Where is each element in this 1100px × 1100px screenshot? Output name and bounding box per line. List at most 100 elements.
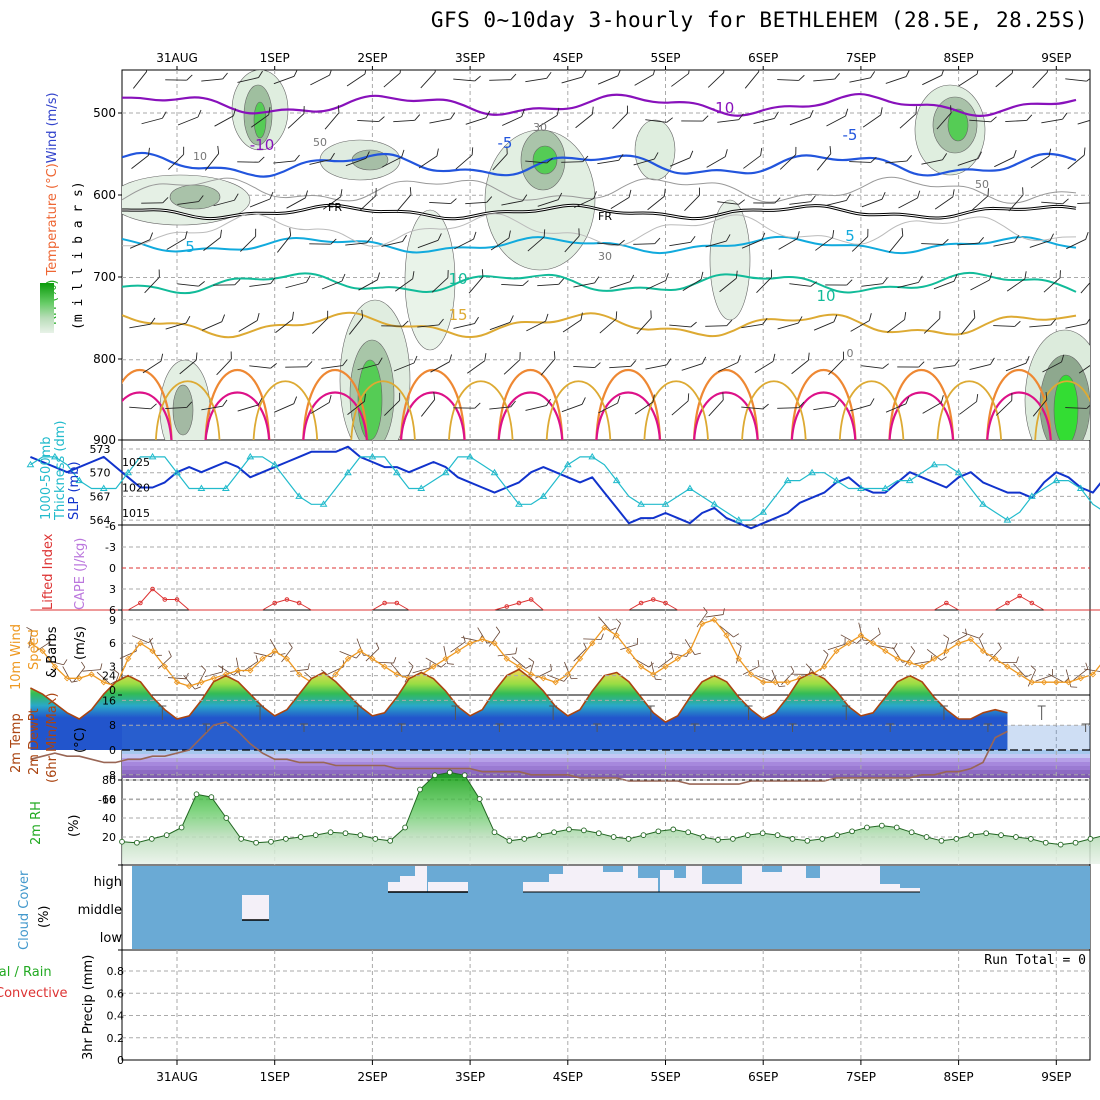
barb-flag xyxy=(293,70,298,77)
lifted-marker xyxy=(663,600,668,606)
barb-flag xyxy=(617,70,622,76)
barb-staff xyxy=(253,652,272,658)
thickness-marker xyxy=(26,460,35,468)
barb-staff xyxy=(461,636,479,642)
barb-flag xyxy=(150,317,156,325)
wind-barb xyxy=(166,230,188,250)
wind-barb xyxy=(324,105,340,130)
barb-staff xyxy=(609,365,631,369)
thickness-marker xyxy=(173,468,181,476)
cloud-block xyxy=(563,866,603,892)
max-marker xyxy=(646,705,655,720)
barb-staff xyxy=(1065,78,1087,82)
barb-staff xyxy=(962,631,980,639)
surface-wind-barb xyxy=(904,645,916,667)
wind-barb xyxy=(921,238,949,245)
date-label-top: 5SEP xyxy=(650,51,680,65)
wind-barb xyxy=(129,403,157,410)
barb-flag xyxy=(556,107,560,116)
barb-flag xyxy=(294,154,300,162)
wind-barb xyxy=(1030,148,1052,169)
barb-flag xyxy=(1086,76,1090,82)
barb-flag xyxy=(626,105,628,114)
rh-tick-label: 20 xyxy=(102,831,116,844)
barb-flag xyxy=(1062,112,1068,120)
thickness-marker xyxy=(221,484,230,491)
barb-flag xyxy=(221,665,224,672)
wind-barb xyxy=(420,70,436,89)
barb-staff xyxy=(885,76,907,84)
lifted-marker xyxy=(1017,593,1022,599)
barb-staff xyxy=(323,196,341,210)
barb-staff xyxy=(1078,360,1090,374)
lifted-label: Lifted Index xyxy=(41,533,56,610)
cloud-block xyxy=(900,888,920,892)
cloud-block xyxy=(674,878,686,892)
barb-flag xyxy=(953,274,958,282)
barb-flag xyxy=(545,313,549,322)
wind-speed-marker xyxy=(1016,671,1023,678)
cloud-block xyxy=(880,884,900,892)
wind-speed-marker xyxy=(234,667,242,674)
wind-speed-marker xyxy=(1004,663,1011,670)
wind-barb xyxy=(885,70,910,84)
wind-speed-marker xyxy=(479,636,486,643)
barb-staff xyxy=(177,116,199,126)
max-marker xyxy=(158,705,167,720)
pressure-tick-label: 600 xyxy=(93,188,116,202)
barb-flag xyxy=(617,395,621,404)
wind-barb xyxy=(213,279,241,286)
rh-marker xyxy=(461,772,468,779)
min-marker xyxy=(983,723,992,732)
barb-staff xyxy=(396,194,412,212)
barb-staff xyxy=(1067,154,1085,170)
barb-staff xyxy=(131,155,149,169)
barb-flag xyxy=(738,113,744,121)
date-label-bottom: 31AUG xyxy=(156,1070,198,1084)
wind-speed-marker xyxy=(283,655,291,662)
wind-barb xyxy=(1005,114,1033,122)
date-label-top: 4SEP xyxy=(553,51,583,65)
wind-barb xyxy=(273,154,300,164)
barb-flag xyxy=(255,228,257,237)
barb-flag xyxy=(703,607,708,613)
barb-flag xyxy=(48,635,51,643)
wind-speed-marker xyxy=(637,663,645,670)
wind-barb xyxy=(286,190,308,209)
barb-staff xyxy=(412,667,431,674)
barb-staff xyxy=(898,197,918,209)
wind-barb xyxy=(431,270,449,293)
barb-flag xyxy=(990,357,995,365)
wind-label-3: & Barbs xyxy=(45,626,60,678)
date-label-top: 1SEP xyxy=(260,51,290,65)
date-label-bottom: 9SEP xyxy=(1041,1070,1071,1084)
wind-barb xyxy=(453,316,479,329)
wind-barb xyxy=(526,313,549,332)
rh-shading xyxy=(253,101,267,139)
wind-barb xyxy=(1006,271,1027,292)
barb-staff xyxy=(684,194,700,212)
thickness-marker xyxy=(344,468,352,476)
barb-flag xyxy=(904,311,907,320)
barb-flag xyxy=(356,653,361,659)
wind-barb xyxy=(717,113,744,123)
barb-staff xyxy=(218,665,234,676)
surface-wind-barb xyxy=(1083,668,1100,673)
barb-staff xyxy=(453,78,475,82)
precip-total-label: Total / Rain xyxy=(0,965,52,980)
wind-barb xyxy=(959,393,979,415)
barb-staff xyxy=(573,648,587,662)
wind-barb xyxy=(502,109,525,126)
rh-marker xyxy=(357,832,364,838)
barb-staff xyxy=(705,240,727,248)
surface-wind-barb xyxy=(943,634,950,656)
barb-flag xyxy=(790,665,795,672)
barb-flag xyxy=(162,197,169,204)
barb-flag xyxy=(522,194,528,202)
rh-marker xyxy=(208,794,215,800)
wind-barb xyxy=(1066,231,1089,250)
wind-barb xyxy=(537,192,563,207)
lifted-marker xyxy=(394,600,400,606)
barb-staff xyxy=(921,243,943,245)
contour-label: 50 xyxy=(313,136,327,149)
